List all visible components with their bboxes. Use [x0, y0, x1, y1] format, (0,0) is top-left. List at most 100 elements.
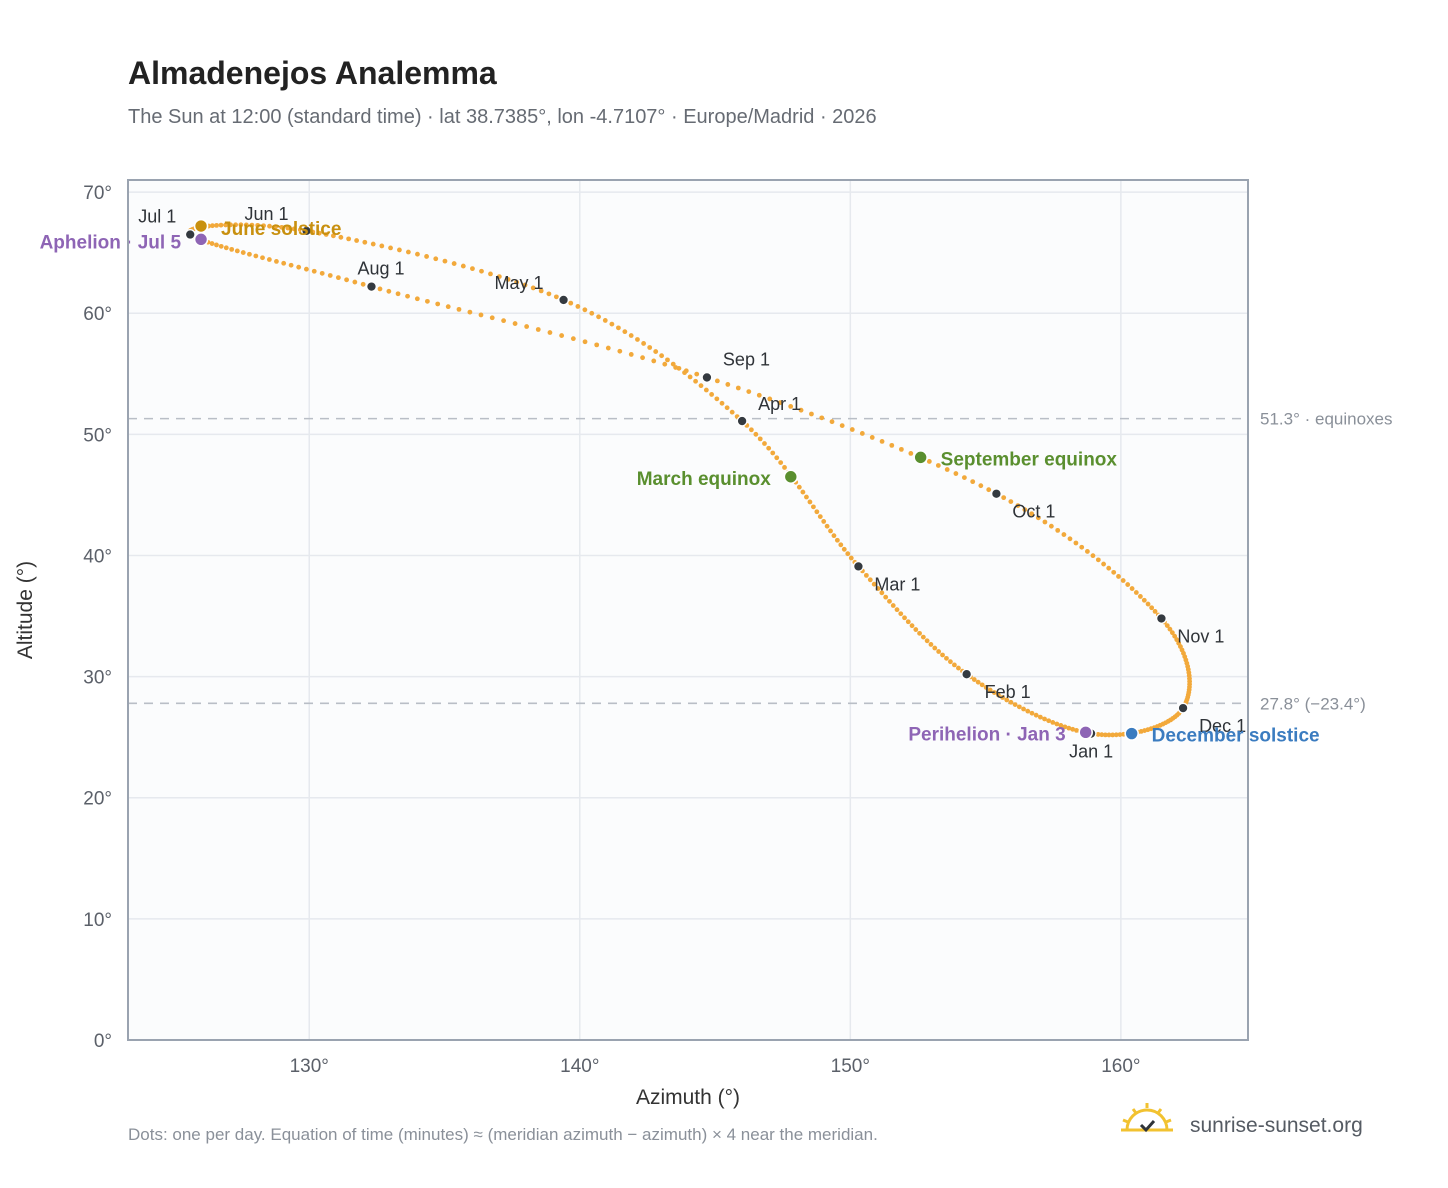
daily-sun-dot	[405, 293, 410, 299]
daily-sun-dot	[553, 294, 559, 300]
daily-sun-dot	[1137, 594, 1143, 599]
daily-sun-dot	[817, 514, 823, 520]
daily-sun-dot	[879, 438, 885, 444]
brand-name[interactable]: sunrise-sunset.org	[1190, 1114, 1363, 1137]
daily-sun-dot	[1172, 633, 1178, 639]
daily-sun-dot	[575, 304, 581, 309]
daily-sun-dot	[871, 581, 877, 587]
daily-sun-dot	[841, 546, 847, 552]
daily-sun-dot	[902, 615, 907, 621]
daily-sun-dot	[1120, 578, 1126, 583]
daily-sun-dot	[782, 465, 787, 470]
daily-sun-dot	[1113, 732, 1119, 738]
event-marker	[193, 232, 209, 247]
daily-sun-dot	[863, 572, 869, 578]
daily-sun-dot	[991, 690, 997, 695]
daily-sun-dot	[814, 509, 820, 515]
month-marker-label: Oct 1	[1012, 502, 1055, 522]
daily-sun-dot	[917, 630, 922, 636]
daily-sun-dot	[651, 358, 657, 364]
daily-sun-dot	[1012, 702, 1018, 707]
daily-sun-dot	[709, 392, 715, 397]
month-marker-label: Mar 1	[874, 574, 920, 594]
daily-sun-dot	[1169, 630, 1175, 636]
daily-sun-dot	[1110, 732, 1116, 738]
x-tick-label: 150°	[831, 1056, 870, 1077]
month-marker	[301, 225, 313, 237]
daily-sun-dot	[1099, 732, 1105, 738]
y-tick-label: 20°	[83, 789, 112, 810]
daily-sun-dot	[261, 223, 266, 229]
daily-sun-dot	[641, 341, 647, 346]
daily-sun-dot	[388, 245, 393, 251]
x-axis-label: Azimuth (°)	[636, 1086, 740, 1109]
daily-sun-dot	[488, 271, 493, 277]
daily-sun-dot	[961, 475, 967, 480]
daily-sun-dot	[228, 222, 233, 228]
daily-sun-dot	[451, 261, 457, 266]
daily-sun-dot	[788, 404, 794, 409]
daily-sun-dot	[762, 441, 767, 446]
daily-sun-dot	[971, 677, 977, 682]
daily-sun-dot	[670, 361, 676, 367]
daily-sun-dot	[535, 327, 541, 332]
daily-sun-dot	[496, 274, 502, 280]
reference-line-label: 51.3° · equinoxes	[1260, 410, 1393, 429]
daily-sun-dot	[838, 542, 844, 548]
daily-sun-dot	[821, 519, 827, 524]
x-axis-ticks: 130° 140° 150° 160°	[290, 1056, 1141, 1077]
daily-sun-dot	[323, 232, 329, 237]
daily-sun-dot	[253, 253, 259, 259]
month-marker-label: Dec 1	[1199, 716, 1246, 736]
daily-sun-dot	[898, 446, 904, 452]
daily-sun-dot	[983, 685, 989, 690]
daily-sun-dot	[756, 392, 762, 398]
reference-line-label: 27.8° (−23.4°)	[1260, 694, 1366, 713]
daily-sun-dot	[1101, 561, 1106, 567]
chart-subtitle: The Sun at 12:00 (standard time) · lat 3…	[128, 106, 877, 128]
daily-sun-dot	[594, 342, 600, 348]
daily-sun-dot	[920, 634, 926, 640]
daily-sun-dot	[1016, 704, 1022, 710]
daily-sun-dot	[1152, 609, 1158, 614]
daily-sun-dot	[346, 236, 352, 242]
month-marker-label: May 1	[495, 273, 544, 293]
daily-sun-dot	[397, 247, 402, 253]
daily-sun-dot	[424, 298, 430, 304]
daily-sun-dot	[223, 222, 229, 228]
daily-sun-dot	[635, 337, 640, 342]
daily-sun-dot	[849, 427, 855, 432]
daily-sun-dot	[291, 226, 297, 232]
daily-sun-dot	[1035, 515, 1041, 521]
daily-sun-dot	[1070, 726, 1076, 732]
daily-sun-dot	[316, 230, 322, 236]
daily-sun-dot	[470, 266, 475, 272]
daily-sun-dot	[908, 450, 914, 456]
daily-sun-dot	[218, 222, 224, 228]
daily-sun-dot	[609, 321, 615, 327]
daily-sun-dot	[1022, 507, 1028, 513]
daily-sun-dot	[978, 483, 984, 489]
daily-sun-dot	[879, 590, 885, 596]
daily-sun-dot	[445, 304, 451, 310]
daily-sun-dot	[327, 273, 333, 278]
month-marker-label: Jul 1	[138, 207, 176, 227]
daily-sun-dot	[777, 400, 783, 406]
daily-sun-dot	[1048, 523, 1054, 529]
daily-sun-dot	[883, 594, 889, 600]
daily-sun-dot	[209, 241, 215, 246]
daily-sun-dot	[662, 361, 668, 367]
daily-sun-dot	[524, 324, 530, 329]
daily-sun-dot	[229, 246, 235, 252]
daily-sun-dot	[905, 619, 911, 625]
daily-sun-dot	[724, 405, 730, 411]
y-tick-label: 10°	[83, 910, 112, 931]
daily-sun-dot	[501, 318, 507, 324]
daily-sun-dot	[330, 233, 336, 239]
daily-sun-dot	[928, 642, 934, 647]
event-markers: June solstice Aphelion · Jul 5 March equin…	[40, 218, 1320, 747]
daily-sun-dot	[913, 627, 919, 632]
daily-sun-dot	[875, 586, 881, 591]
month-marker	[990, 488, 1002, 500]
month-marker-label: Sep 1	[723, 349, 770, 369]
